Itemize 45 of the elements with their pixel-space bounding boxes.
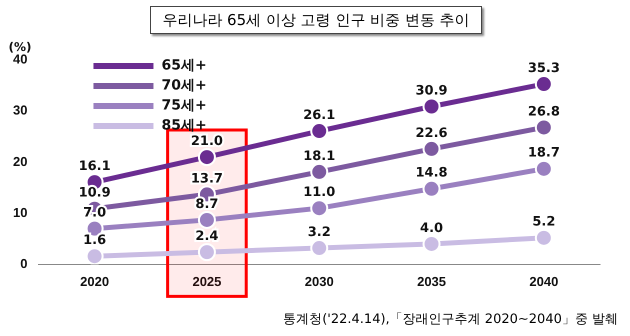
x-tick-label: 2040: [529, 274, 558, 289]
x-tick-label: 2035: [417, 274, 446, 289]
y-tick-label: 30: [12, 102, 28, 118]
data-label: 26.8: [528, 104, 560, 120]
data-label: 8.7: [195, 196, 218, 212]
data-label: 26.1: [303, 108, 336, 123]
legend-label: 75세+: [161, 98, 207, 114]
point: [310, 162, 328, 181]
text: 통계청('22.4.14),「장래인구추계 2020~2040」중 발췌: [283, 311, 618, 328]
data-label: 13.7: [190, 171, 223, 186]
point: [310, 199, 328, 218]
data-label: 16.1: [78, 159, 111, 174]
data-label: 10.9: [78, 186, 111, 201]
point: [86, 247, 104, 264]
data-label: 14.8: [416, 166, 448, 181]
legend-label: 70세+: [161, 78, 207, 94]
data-label: 18.1: [303, 148, 336, 164]
legend-label: 65세+: [161, 58, 207, 74]
y-axis-title: (%): [8, 40, 32, 54]
point: [198, 148, 216, 166]
y-tick-label: 10: [12, 204, 28, 220]
point: [422, 140, 441, 158]
x-tick-label: 2025: [192, 274, 222, 289]
x-tick-label: 2020: [80, 274, 110, 289]
data-label: 11.0: [303, 185, 336, 200]
data-label: 5.2: [532, 214, 556, 230]
y-tick-label: 0: [20, 256, 28, 271]
point: [198, 210, 216, 229]
point: [198, 243, 216, 262]
point: [534, 160, 553, 178]
y-tick-label: 20: [12, 154, 28, 169]
data-label: 2.4: [195, 229, 218, 244]
data-label: 1.6: [83, 233, 106, 248]
data-label: 4.0: [420, 220, 444, 236]
y-tick-label: 40: [12, 52, 28, 67]
data-label: 3.2: [308, 224, 331, 240]
point: [422, 98, 441, 116]
data-label: 21.0: [190, 134, 223, 149]
x-tick-label: 2030: [304, 274, 334, 289]
data-label: 18.7: [528, 146, 560, 161]
data-label: 22.6: [416, 126, 448, 141]
point: [422, 180, 441, 198]
data-label: 30.9: [416, 83, 448, 98]
point: [534, 228, 553, 247]
data-label: 35.3: [528, 60, 560, 76]
